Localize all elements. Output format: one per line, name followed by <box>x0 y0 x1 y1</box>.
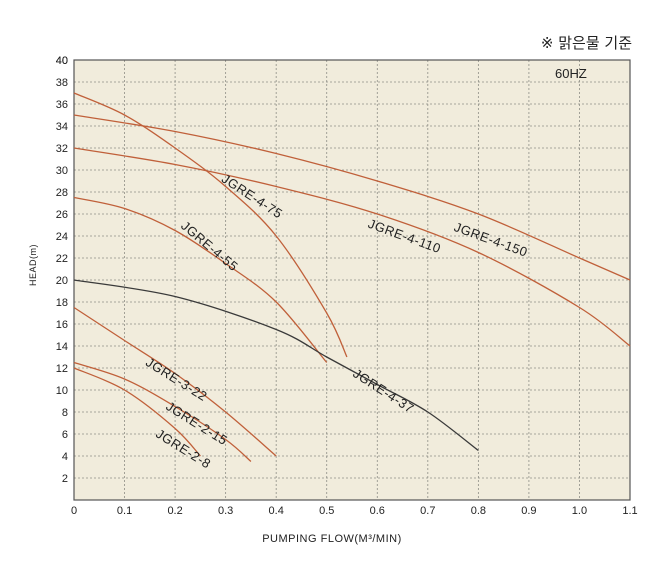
x-axis-title: PUMPING FLOW(M³/MIN) <box>262 533 402 545</box>
y-tick-label: 30 <box>56 165 68 177</box>
y-tick-label: 34 <box>56 121 68 133</box>
x-tick-label: 0.9 <box>521 505 536 517</box>
y-tick-label: 16 <box>56 319 68 331</box>
clean-water-note: ※ 맑은물 기준 <box>540 34 632 52</box>
curve-jgre-4-55 <box>73 196 328 363</box>
y-tick-label: 22 <box>56 253 68 265</box>
curve-jgre-4-37 <box>73 279 479 452</box>
y-tick-label: 40 <box>56 55 68 67</box>
curve-jgre-4-110 <box>73 147 631 347</box>
y-tick-label: 24 <box>56 231 68 243</box>
y-axis-title: HEAD(m) <box>28 244 38 286</box>
x-tick-label: 0.8 <box>471 505 486 517</box>
y-tick-label: 28 <box>56 187 68 199</box>
y-tick-label: 8 <box>62 407 68 419</box>
x-tick-label: 0.1 <box>117 505 132 517</box>
x-tick-label: 1.0 <box>572 505 587 517</box>
y-tick-label: 12 <box>56 363 68 375</box>
y-tick-label: 32 <box>56 143 68 155</box>
y-tick-label: 14 <box>56 341 68 353</box>
y-tick-label: 36 <box>56 99 68 111</box>
x-tick-label: 0.4 <box>269 505 284 517</box>
y-tick-label: 2 <box>62 473 68 485</box>
y-tick-label: 4 <box>62 451 68 463</box>
x-tick-label: 0.3 <box>218 505 233 517</box>
x-tick-label: 0.7 <box>420 505 435 517</box>
curve-jgre-3-22 <box>73 306 277 457</box>
x-tick-label: 0.6 <box>370 505 385 517</box>
y-tick-label: 40 <box>56 55 68 67</box>
y-tick-label: 26 <box>56 209 68 221</box>
curve-jgre-2-8 <box>73 367 201 457</box>
x-tick-label: 1.1 <box>622 505 637 517</box>
curve-jgre-4-150 <box>73 114 631 281</box>
x-tick-label: 0.5 <box>319 505 334 517</box>
curve-jgre-4-75 <box>73 92 348 358</box>
curve-jgre-2-15 <box>73 361 252 462</box>
y-tick-label: 6 <box>62 429 68 441</box>
y-tick-label: 20 <box>56 275 68 287</box>
y-tick-label: 38 <box>56 77 68 89</box>
frequency-label: 60HZ <box>555 66 587 81</box>
y-tick-label: 10 <box>56 385 68 397</box>
x-tick-label: 0.2 <box>167 505 182 517</box>
y-tick-label: 18 <box>56 297 68 309</box>
x-tick-label: 0 <box>71 505 77 517</box>
